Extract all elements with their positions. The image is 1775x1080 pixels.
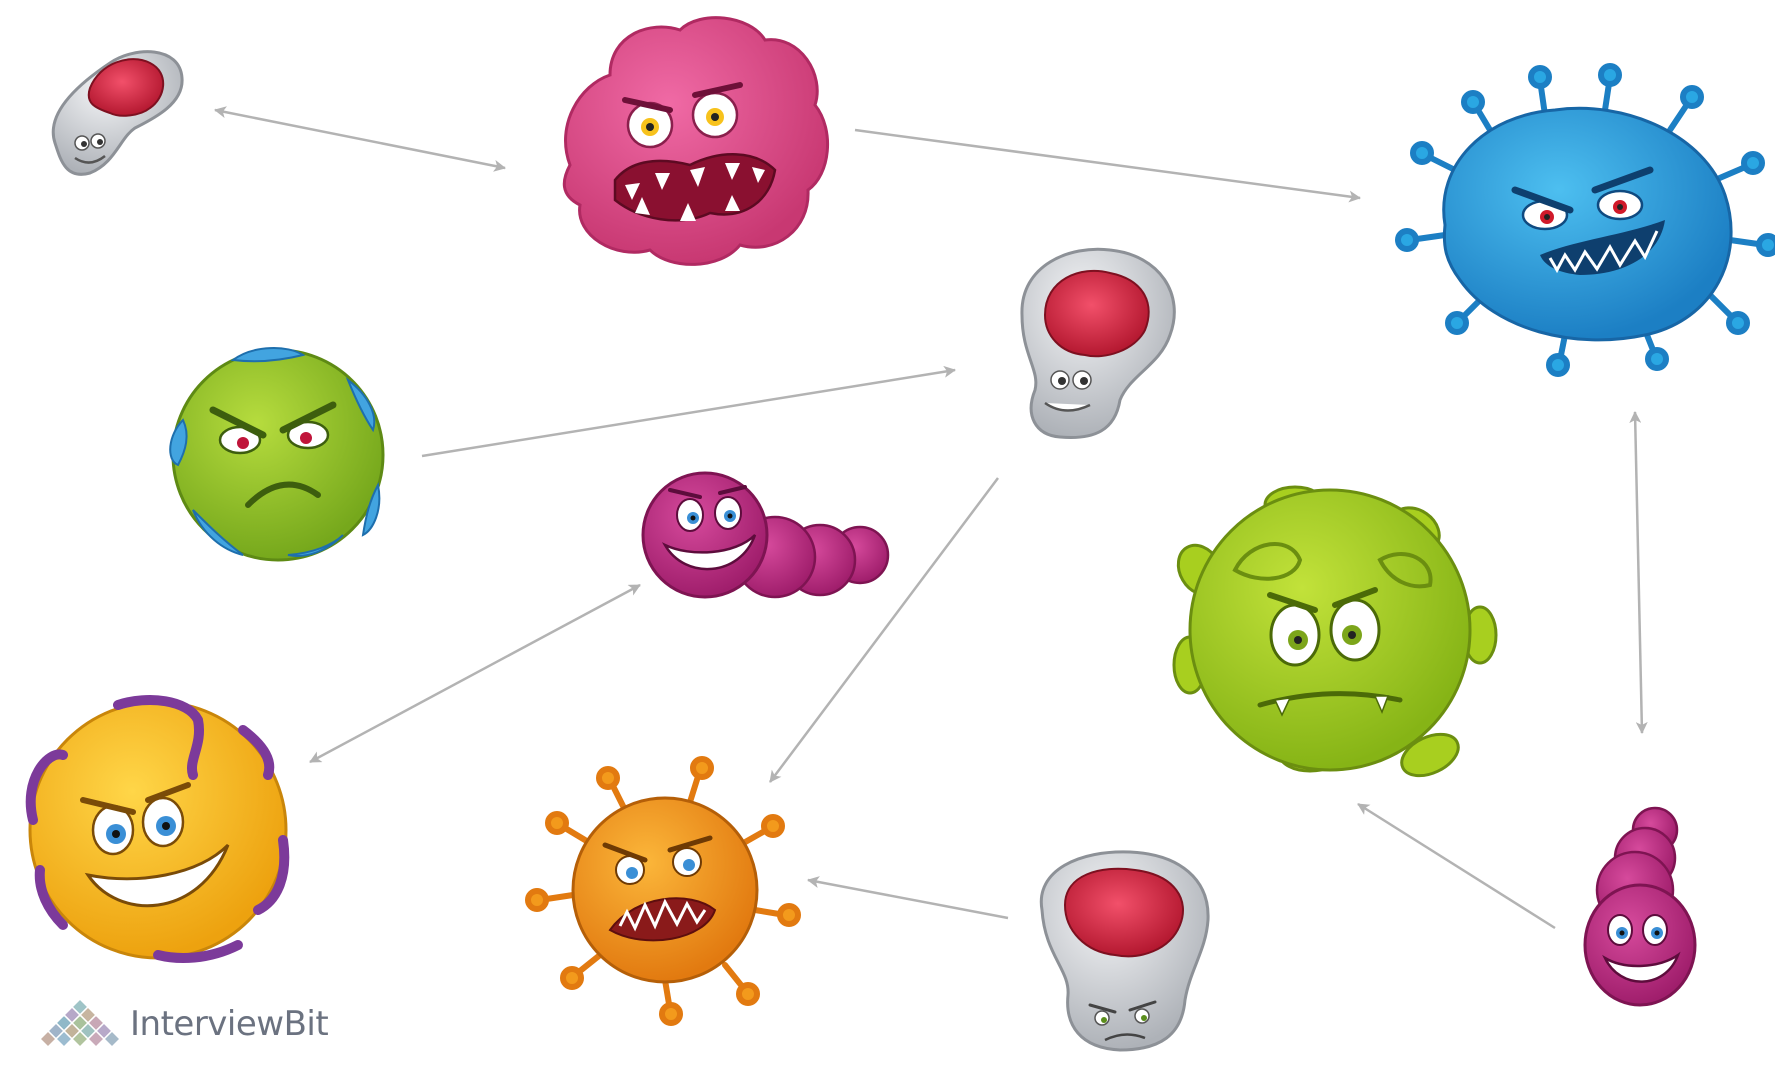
yellow-germ-icon — [25, 695, 290, 963]
pink-blob-germ-icon — [562, 16, 830, 266]
brand-logo: InterviewBit — [38, 992, 329, 1056]
arrow-worm-to-yellow — [309, 583, 641, 764]
pink-worm-icon — [1583, 806, 1697, 1007]
brand-name: InterviewBit — [130, 1004, 329, 1044]
grey-bulb-germ-icon — [1020, 247, 1176, 440]
edge-layer — [214, 106, 1648, 930]
arrow-blue-to-pinkworm — [1629, 411, 1648, 734]
orange-virus-icon — [525, 756, 801, 1026]
pyramid-mosaic-icon — [38, 997, 122, 1052]
arrow-grey-to-pink — [214, 106, 506, 172]
arrow-green-to-bulb — [421, 365, 956, 458]
green-germ-icon — [169, 347, 385, 562]
lime-virus-icon — [1172, 485, 1498, 778]
magenta-worm-icon — [641, 471, 890, 599]
arrow-pinkworm-to-lime — [1357, 802, 1556, 930]
grey-germ-icon — [51, 50, 184, 176]
blue-virus-icon — [1395, 63, 1775, 377]
arrow-bulb-to-orange — [769, 477, 999, 783]
arrow-pink-to-blue — [854, 128, 1361, 203]
grey-germ-icon-bottom — [1039, 850, 1210, 1052]
arrow-greybottom-to-orange — [807, 876, 1009, 920]
